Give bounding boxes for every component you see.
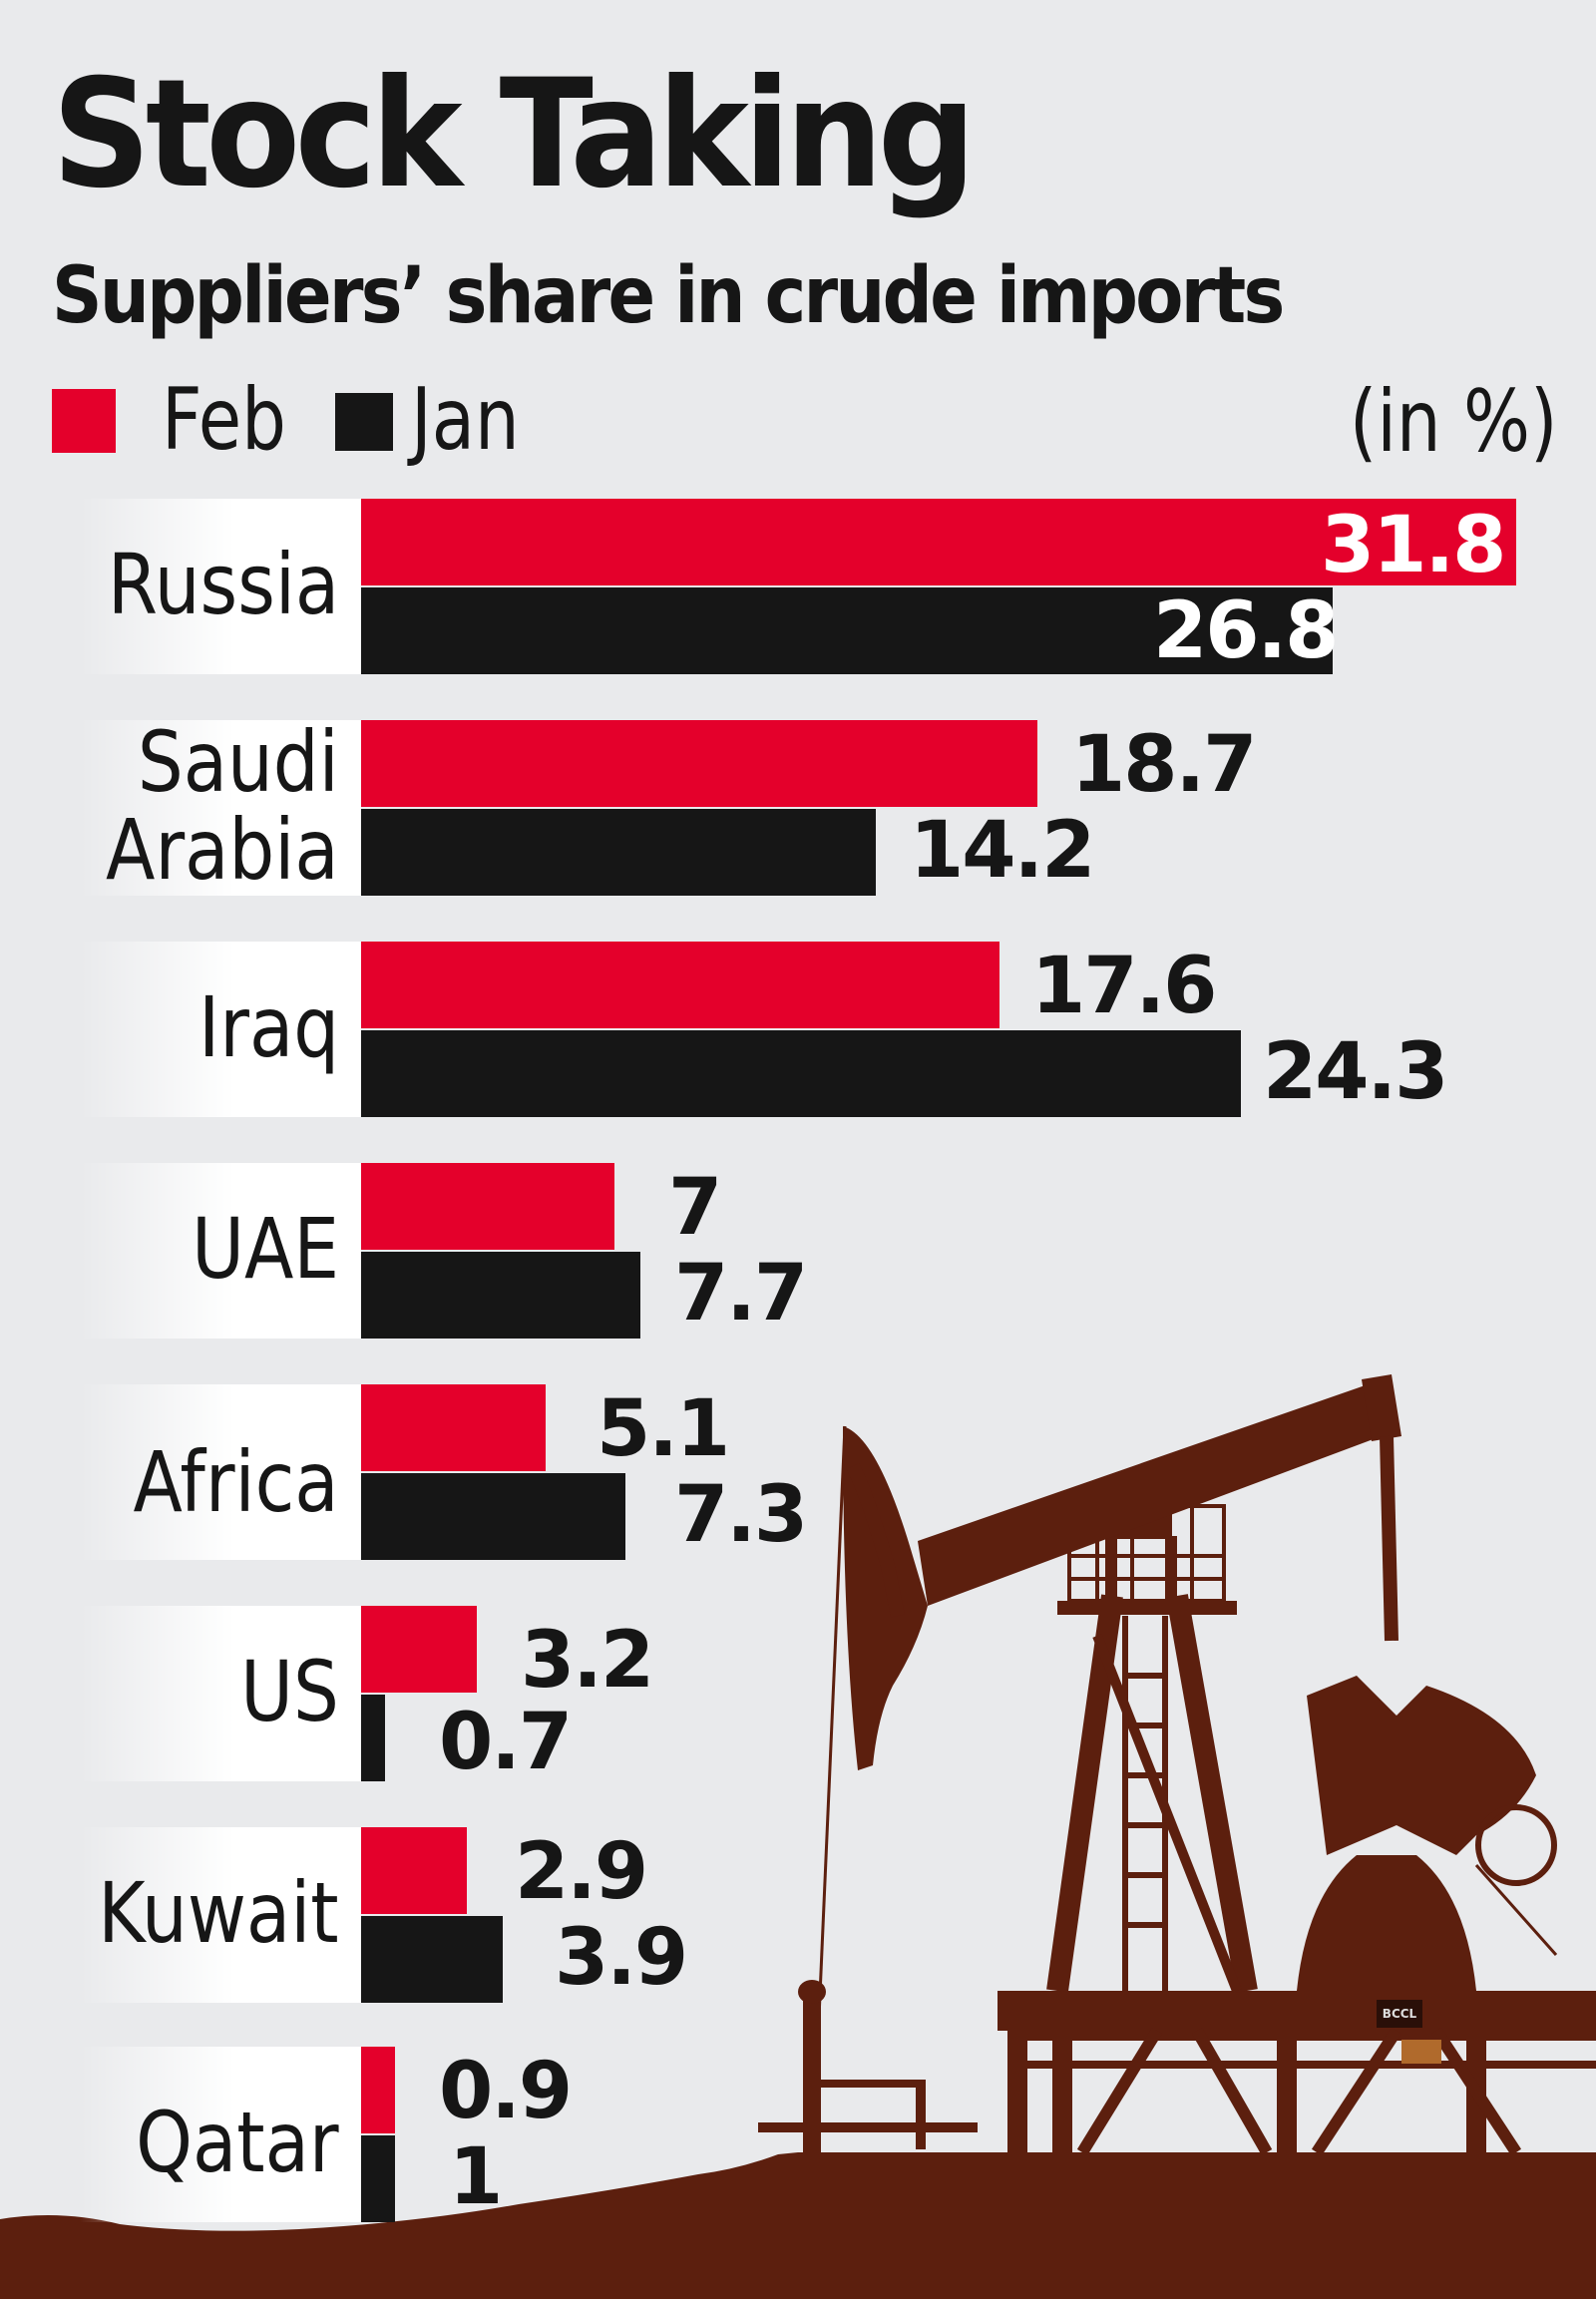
bar-group-uae: UAE 7 7.7 xyxy=(0,1163,1596,1339)
bar-feb xyxy=(361,1606,477,1693)
value-label-feb: 3.2 xyxy=(521,1616,654,1706)
value-label-feb: 2.9 xyxy=(515,1827,648,1917)
value-label-feb: 5.1 xyxy=(597,1384,730,1474)
value-label-jan: 7.7 xyxy=(674,1249,808,1339)
bar-jan xyxy=(361,1695,385,1781)
country-label: Qatar xyxy=(136,2094,339,2191)
bar-group-kuwait: Kuwait 2.9 3.9 xyxy=(0,1827,1596,2003)
value-label-feb: 0.9 xyxy=(439,2047,573,2136)
bccl-watermark: BCCL xyxy=(1382,2007,1417,2021)
unit-label: (in %) xyxy=(1350,372,1558,472)
bar-group-us: US 3.2 0.7 xyxy=(0,1606,1596,1781)
bar-feb xyxy=(361,2047,395,2133)
bar-jan xyxy=(361,1030,1241,1117)
bar-feb xyxy=(361,1163,614,1250)
bar-feb xyxy=(361,1384,546,1471)
bar-group-saudi-arabia: Saudi Arabia 18.7 14.2 xyxy=(0,720,1596,896)
chart-subtitle: Suppliers’ share in crude imports xyxy=(52,251,1285,341)
bar-group-iraq: Iraq 17.6 24.3 xyxy=(0,942,1596,1117)
bar-jan xyxy=(361,1916,503,2003)
bar-feb xyxy=(361,720,1037,807)
value-label-feb: 7 xyxy=(668,1163,722,1253)
bar-jan xyxy=(361,587,1333,674)
value-label-feb: 18.7 xyxy=(1071,720,1257,810)
bar-jan xyxy=(361,2135,395,2222)
country-label: UAE xyxy=(192,1200,339,1298)
legend-label-jan: Jan xyxy=(411,370,520,470)
value-label-jan: 24.3 xyxy=(1263,1027,1448,1117)
value-label-feb: 17.6 xyxy=(1031,942,1217,1031)
country-label: Africa xyxy=(133,1433,339,1531)
bar-feb xyxy=(361,499,1516,585)
value-label-jan: 0.7 xyxy=(439,1698,573,1787)
legend-label-feb: Feb xyxy=(162,370,286,470)
value-label-jan: 7.3 xyxy=(674,1470,808,1560)
country-label-line1: Saudi xyxy=(138,713,339,811)
legend-swatch-feb xyxy=(52,389,116,453)
value-label-jan: 26.8 xyxy=(1153,586,1339,676)
bar-group-africa: Africa 5.1 7.3 xyxy=(0,1384,1596,1560)
country-label-line2: Arabia xyxy=(106,801,339,899)
value-label-jan: 1 xyxy=(449,2132,503,2222)
bar-jan xyxy=(361,1252,640,1339)
country-label: Iraq xyxy=(198,978,339,1076)
bar-feb xyxy=(361,1827,467,1914)
legend: Feb Jan xyxy=(52,377,1558,467)
value-label-jan: 14.2 xyxy=(910,806,1095,896)
bar-jan xyxy=(361,1473,625,1560)
bar-feb xyxy=(361,942,999,1028)
chart-title: Stock Taking xyxy=(52,48,977,221)
bar-group-qatar: Qatar 0.9 1 xyxy=(0,2047,1596,2222)
value-label-jan: 3.9 xyxy=(555,1913,688,2003)
value-label-feb: 31.8 xyxy=(1321,501,1506,590)
legend-swatch-jan xyxy=(335,393,393,451)
bar-group-russia: Russia 31.8 26.8 xyxy=(0,499,1596,674)
country-label: US xyxy=(240,1643,339,1740)
country-label: Russia xyxy=(107,536,339,633)
country-label: Kuwait xyxy=(98,1864,339,1962)
bar-jan xyxy=(361,809,876,896)
